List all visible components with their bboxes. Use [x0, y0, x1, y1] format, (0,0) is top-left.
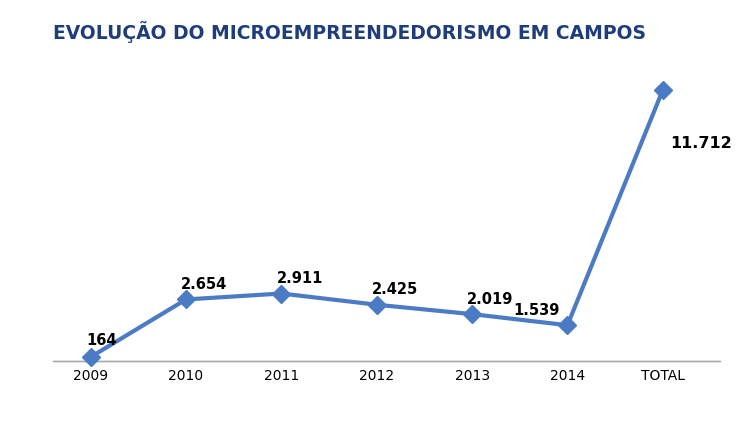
Text: 2.425: 2.425: [372, 282, 419, 297]
Text: EVOLUÇÃO DO MICROEMPREENDEDORISMO EM CAMPOS: EVOLUÇÃO DO MICROEMPREENDEDORISMO EM CAM…: [53, 21, 646, 43]
Text: 2.911: 2.911: [277, 271, 323, 286]
Text: 1.539: 1.539: [514, 303, 560, 318]
Text: 11.712: 11.712: [670, 136, 732, 151]
Text: 2.019: 2.019: [467, 292, 514, 307]
Text: 2.654: 2.654: [182, 277, 227, 292]
Text: 164: 164: [86, 333, 116, 348]
